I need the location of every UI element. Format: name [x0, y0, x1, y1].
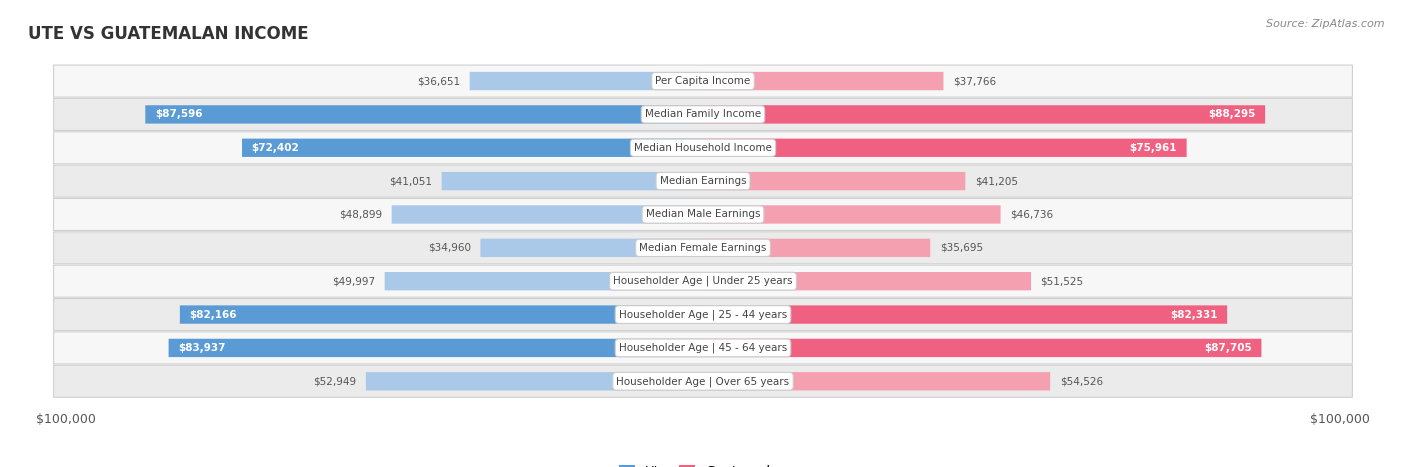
Text: $34,960: $34,960	[427, 243, 471, 253]
Text: Median Male Earnings: Median Male Earnings	[645, 210, 761, 219]
Text: Householder Age | Over 65 years: Householder Age | Over 65 years	[616, 376, 790, 387]
Text: $72,402: $72,402	[252, 143, 299, 153]
Legend: Ute, Guatemalan: Ute, Guatemalan	[613, 460, 793, 467]
FancyBboxPatch shape	[392, 205, 703, 224]
Text: $41,051: $41,051	[389, 176, 432, 186]
FancyBboxPatch shape	[53, 332, 1353, 364]
FancyBboxPatch shape	[703, 205, 1001, 224]
FancyBboxPatch shape	[53, 165, 1353, 197]
FancyBboxPatch shape	[703, 239, 931, 257]
FancyBboxPatch shape	[145, 105, 703, 124]
Text: Householder Age | 25 - 44 years: Householder Age | 25 - 44 years	[619, 309, 787, 320]
Text: UTE VS GUATEMALAN INCOME: UTE VS GUATEMALAN INCOME	[28, 25, 309, 43]
FancyBboxPatch shape	[53, 198, 1353, 231]
FancyBboxPatch shape	[441, 172, 703, 191]
Text: $88,295: $88,295	[1208, 109, 1256, 120]
FancyBboxPatch shape	[242, 139, 703, 157]
FancyBboxPatch shape	[481, 239, 703, 257]
Text: $87,705: $87,705	[1204, 343, 1251, 353]
FancyBboxPatch shape	[703, 305, 1227, 324]
Text: Median Female Earnings: Median Female Earnings	[640, 243, 766, 253]
Text: $82,331: $82,331	[1170, 310, 1218, 319]
FancyBboxPatch shape	[53, 298, 1353, 331]
Text: $37,766: $37,766	[953, 76, 995, 86]
Text: $35,695: $35,695	[939, 243, 983, 253]
FancyBboxPatch shape	[703, 72, 943, 90]
FancyBboxPatch shape	[703, 105, 1265, 124]
FancyBboxPatch shape	[180, 305, 703, 324]
FancyBboxPatch shape	[366, 372, 703, 390]
FancyBboxPatch shape	[703, 139, 1187, 157]
Text: Per Capita Income: Per Capita Income	[655, 76, 751, 86]
FancyBboxPatch shape	[703, 272, 1031, 290]
Text: Householder Age | 45 - 64 years: Householder Age | 45 - 64 years	[619, 343, 787, 353]
Text: Source: ZipAtlas.com: Source: ZipAtlas.com	[1267, 19, 1385, 28]
FancyBboxPatch shape	[703, 372, 1050, 390]
Text: $49,997: $49,997	[332, 276, 375, 286]
Text: $75,961: $75,961	[1129, 143, 1177, 153]
Text: $48,899: $48,899	[339, 210, 382, 219]
FancyBboxPatch shape	[703, 172, 966, 191]
FancyBboxPatch shape	[53, 132, 1353, 164]
FancyBboxPatch shape	[169, 339, 703, 357]
Text: $51,525: $51,525	[1040, 276, 1084, 286]
Text: Householder Age | Under 25 years: Householder Age | Under 25 years	[613, 276, 793, 286]
Text: $54,526: $54,526	[1060, 376, 1102, 386]
Text: $52,949: $52,949	[314, 376, 356, 386]
Text: Median Household Income: Median Household Income	[634, 143, 772, 153]
Text: $87,596: $87,596	[155, 109, 202, 120]
FancyBboxPatch shape	[53, 99, 1353, 130]
FancyBboxPatch shape	[53, 65, 1353, 97]
FancyBboxPatch shape	[385, 272, 703, 290]
FancyBboxPatch shape	[53, 265, 1353, 297]
Text: $41,205: $41,205	[974, 176, 1018, 186]
Text: $82,166: $82,166	[190, 310, 238, 319]
Text: Median Earnings: Median Earnings	[659, 176, 747, 186]
FancyBboxPatch shape	[53, 232, 1353, 264]
FancyBboxPatch shape	[53, 365, 1353, 397]
Text: $46,736: $46,736	[1010, 210, 1053, 219]
FancyBboxPatch shape	[703, 339, 1261, 357]
Text: $83,937: $83,937	[179, 343, 225, 353]
Text: Median Family Income: Median Family Income	[645, 109, 761, 120]
Text: $36,651: $36,651	[418, 76, 460, 86]
FancyBboxPatch shape	[470, 72, 703, 90]
